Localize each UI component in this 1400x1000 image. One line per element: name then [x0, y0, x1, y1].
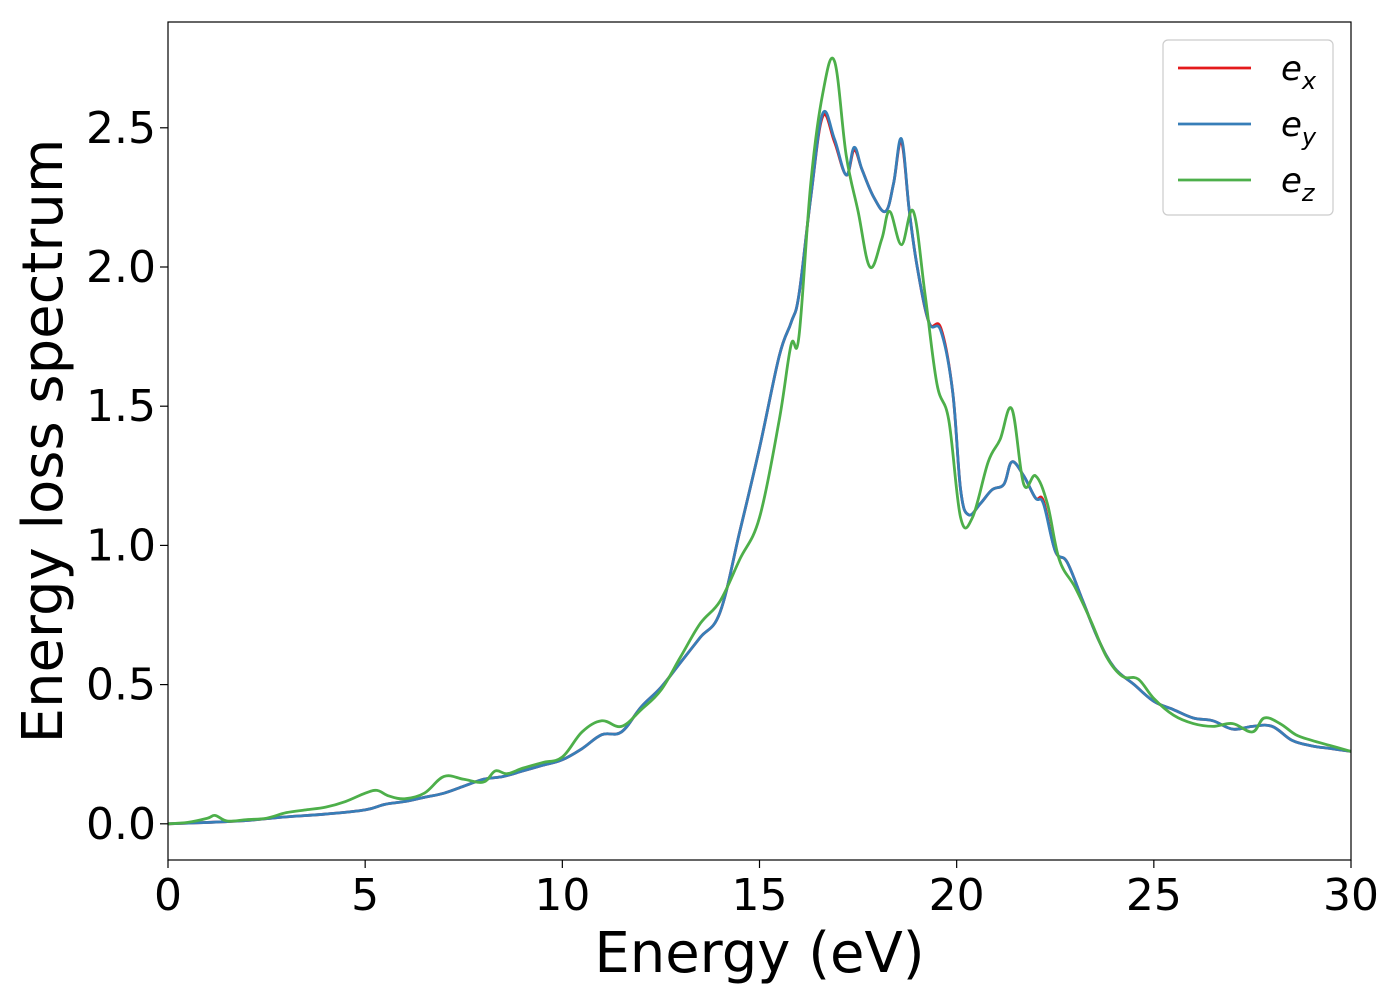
y-tick-label: 0.0 [86, 799, 156, 850]
x-tick-label: 10 [534, 870, 590, 921]
y-axis-ticks: 0.0 0.5 1.0 1.5 2.0 2.5 [86, 103, 168, 850]
y-axis-label: Energy loss spectrum [11, 139, 76, 744]
x-tick-label: 5 [351, 870, 379, 921]
legend-label-e-z: ez [1281, 161, 1316, 207]
x-axis-label: Energy (eV) [594, 921, 924, 986]
legend-box [1162, 39, 1334, 216]
x-tick-label: 0 [154, 870, 182, 921]
x-tick-label: 30 [1323, 870, 1379, 921]
y-tick-label: 2.0 [86, 242, 156, 293]
y-tick-label: 2.5 [86, 103, 156, 154]
y-tick-label: 1.0 [86, 520, 156, 571]
legend-label-e-y: ey [1281, 105, 1317, 151]
x-tick-label: 20 [929, 870, 985, 921]
x-tick-label: 25 [1126, 870, 1182, 921]
x-tick-label: 15 [732, 870, 788, 921]
legend: ex ey ez [1162, 39, 1334, 216]
y-tick-label: 0.5 [86, 660, 156, 711]
y-tick-label: 1.5 [86, 381, 156, 432]
series-layer [168, 56, 1351, 826]
legend-label-e-x: ex [1281, 49, 1317, 95]
series-line-e-z [168, 56, 1351, 826]
plot-area [167, 21, 1352, 861]
x-axis-ticks: 0 5 10 15 20 25 30 [154, 860, 1379, 921]
